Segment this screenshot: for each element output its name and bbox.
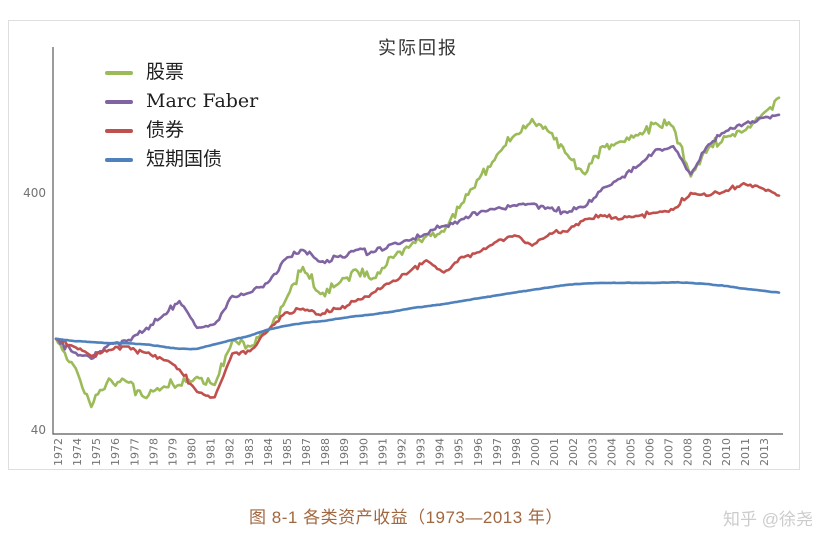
x-tick-label: 1984 (262, 438, 275, 466)
x-tick-label: 1997 (491, 438, 504, 466)
line-chart: 400 40 1972 1974 1975 1976 1977 1978 1979 1980 198… (23, 47, 783, 466)
x-tick-label: 1992 (396, 438, 409, 466)
legend-label-stocks: 股票 (146, 61, 185, 83)
x-tick-label: 1998 (510, 438, 523, 466)
x-tick-label: 1985 (281, 438, 294, 466)
x-tick-label: 1974 (71, 438, 84, 466)
y-tick-label: 40 (31, 423, 46, 437)
watermark: 知乎 @徐尧 (723, 510, 813, 529)
x-tick-label: 2007 (663, 438, 676, 466)
x-tick-label: 2013 (758, 438, 771, 466)
chart-legend: 股票 Marc Faber 债券短期国债 (105, 58, 258, 174)
legend-item-stocks: 股票 (105, 58, 258, 87)
x-tick-label: 1990 (357, 438, 370, 466)
series-line-marc-faber (54, 113, 781, 360)
x-tick-label: 1987 (300, 438, 313, 466)
x-tick-label: 1988 (319, 438, 332, 466)
x-tick-label: 1976 (109, 438, 122, 466)
x-tick-label: 1972 (52, 438, 65, 466)
legend-label-marc-faber: Marc Faber (146, 90, 259, 112)
x-tick-label: 1979 (167, 438, 180, 466)
legend-swatch-tbills (105, 157, 133, 162)
x-tick-label: 2003 (586, 438, 599, 466)
series-line-stocks (54, 96, 781, 409)
legend-label-bonds: 债券 (146, 119, 185, 141)
x-tick-label: 2002 (567, 438, 580, 466)
x-tick-label: 1989 (338, 438, 351, 466)
legend-swatch-stocks (105, 70, 133, 75)
legend-item-marc-faber: Marc Faber (105, 87, 258, 116)
x-tick-label: 1977 (128, 438, 141, 466)
x-tick-label: 2011 (739, 438, 752, 466)
legend-label-tbills: 短期国债 (146, 148, 223, 170)
y-tick-label: 400 (23, 186, 46, 200)
x-tick-label: 1978 (147, 438, 160, 466)
x-tick-label: 1995 (453, 438, 466, 466)
x-tick-label: 1983 (243, 438, 256, 466)
x-tick-label: 1981 (205, 438, 218, 466)
chart-frame: 实际回报 400 40 1972 1974 1975 1976 1977 1978 1979 19… (8, 20, 800, 470)
x-tick-label: 2000 (529, 438, 542, 466)
chart-title: 实际回报 (378, 38, 458, 59)
x-tick-label: 1994 (434, 438, 447, 466)
legend-swatch-bonds (105, 128, 133, 133)
x-tick-label: 1975 (90, 438, 103, 466)
x-tick-label: 2010 (720, 438, 733, 466)
x-tick-label: 1980 (186, 438, 199, 466)
axis-lines (52, 47, 783, 435)
x-tick-label: 2006 (644, 438, 657, 466)
x-tick-label: 1993 (415, 438, 428, 466)
caption-row: 图 8-1 各类资产收益（1973—2013 年） (0, 503, 812, 528)
x-tick-label: 1982 (224, 438, 237, 466)
x-tick-label: 2001 (548, 438, 561, 466)
x-tick-label: 2004 (605, 438, 618, 466)
legend-item-bonds: 债券 (105, 116, 258, 145)
x-tick-label: 1996 (472, 438, 485, 466)
x-tick-label: 2009 (701, 438, 714, 466)
x-tick-label: 1991 (376, 438, 389, 466)
legend-item-tbills: 短期国债 (105, 145, 258, 174)
x-tick-label: 2005 (624, 438, 637, 466)
figure-caption: 图 8-1 各类资产收益（1973—2013 年） (249, 508, 563, 527)
series-line-tbills (54, 280, 781, 351)
series-line-bonds (54, 181, 781, 399)
legend-swatch-marc-faber (105, 99, 133, 104)
x-tick-label: 2008 (682, 438, 695, 466)
